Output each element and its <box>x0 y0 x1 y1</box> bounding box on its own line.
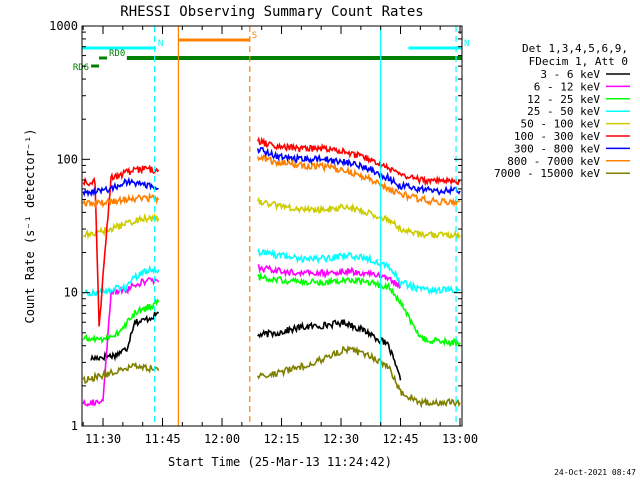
series-5-segment-2 <box>256 196 461 240</box>
x-tick-label-3: 12:00 <box>204 432 240 446</box>
legend-label-4: 25 - 50 keV <box>527 105 600 118</box>
y-tick-label-1: 1 <box>71 419 78 433</box>
x-axis-label: Start Time (25-Mar-13 11:24:42) <box>168 455 392 469</box>
x-tick-label-1: 11:30 <box>85 432 121 446</box>
plot-frame <box>81 25 463 427</box>
series-1 <box>90 311 402 381</box>
series-8 <box>82 154 461 210</box>
flag-bars: RD0 RD6 N N S <box>73 31 470 73</box>
legend-label-2: 6 - 12 keV <box>534 80 601 93</box>
legend-header-2: FDecim 1, Att 0 <box>529 55 628 68</box>
series-2-segment-2 <box>257 264 401 289</box>
flag-label-3: N <box>158 39 163 49</box>
legend: Det 1,3,4,5,6,9,FDecim 1, Att 03 - 6 keV… <box>494 42 630 180</box>
y-tick-label-2: 10 <box>64 286 78 300</box>
series-9-segment-1 <box>82 361 160 385</box>
y-axis-label: Count Rate (s⁻¹ detector⁻¹) <box>23 128 37 323</box>
x-tick-label-4: 12:15 <box>263 432 299 446</box>
chart-title: RHESSI Observing Summary Count Rates <box>120 4 423 20</box>
series-1-segment-2 <box>257 319 402 381</box>
series-9 <box>82 345 461 409</box>
series-4 <box>82 247 461 297</box>
flag-label-5: S <box>252 31 257 41</box>
legend-label-9: 7000 - 15000 keV <box>494 167 600 180</box>
x-tick-label-6: 12:45 <box>382 432 418 446</box>
legend-label-7: 300 - 800 keV <box>514 142 600 155</box>
x-tick-label-7: 13:00 <box>442 432 478 446</box>
series-1-segment-1 <box>90 311 160 362</box>
series-7-segment-2 <box>256 146 461 196</box>
event-lines <box>153 26 457 426</box>
series-7 <box>82 146 461 198</box>
footer-timestamp: 24-Oct-2021 08:47 <box>554 468 636 477</box>
axes-group: 11:30 11:45 12:00 12:15 12:30 12:45 13:00 1 10 10… <box>49 19 478 446</box>
series-9-segment-2 <box>256 345 461 409</box>
series-group <box>82 136 461 409</box>
series-4-segment-1 <box>82 264 160 297</box>
x-tick-label-5: 12:30 <box>323 432 359 446</box>
series-8-segment-2 <box>256 154 461 208</box>
flag-label-2: RD6 <box>73 63 89 73</box>
series-4-segment-2 <box>257 247 461 296</box>
legend-label-1: 3 - 6 keV <box>540 68 600 81</box>
legend-label-5: 50 - 100 keV <box>521 118 601 131</box>
series-8-segment-1 <box>82 191 160 210</box>
legend-label-8: 800 - 7000 keV <box>507 155 600 168</box>
series-7-segment-1 <box>82 176 159 198</box>
flag-label-4: N <box>464 39 469 49</box>
y-tick-label-4: 1000 <box>49 19 78 33</box>
legend-label-6: 100 - 300 keV <box>514 130 600 143</box>
x-tick-label-2: 11:45 <box>144 432 180 446</box>
series-3-segment-2 <box>257 271 461 348</box>
legend-label-3: 12 - 25 keV <box>527 93 600 106</box>
flag-label-1: RD0 <box>109 49 125 59</box>
legend-header-1: Det 1,3,4,5,6,9, <box>522 42 628 55</box>
y-tick-label-3: 100 <box>56 152 78 166</box>
series-3-segment-1 <box>82 297 160 345</box>
series-6-segment-2 <box>256 136 461 187</box>
series-3 <box>82 271 461 348</box>
